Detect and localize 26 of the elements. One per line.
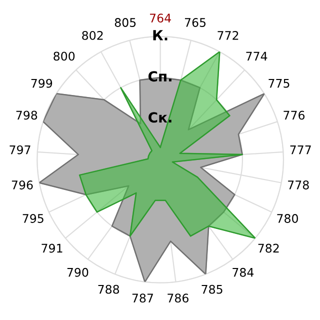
spoke-label: 785: [202, 284, 222, 294]
spoke-label: 790: [67, 268, 88, 277]
spoke-label: 784: [232, 268, 254, 277]
spoke-label: 798: [16, 110, 38, 120]
y-tick-label: К.: [153, 30, 168, 40]
spoke-label: 775: [268, 79, 290, 88]
spoke-label: 787: [132, 294, 153, 303]
spoke-label: 786: [168, 294, 188, 303]
spoke-label: 788: [98, 284, 120, 294]
spoke-label: 795: [22, 214, 44, 223]
spoke-label: 780: [277, 214, 298, 223]
spoke-label: 777: [290, 146, 311, 154]
spoke-label: 772: [218, 31, 238, 40]
spoke-label: 764: [150, 14, 171, 23]
spoke-label: 802: [82, 31, 103, 40]
spoke-label: 782: [258, 244, 279, 253]
spoke-label: 797: [10, 145, 30, 154]
spoke-label: 796: [12, 180, 33, 190]
spoke-label: 791: [42, 244, 62, 253]
spoke-label: 778: [288, 180, 309, 190]
spoke-label: 765: [184, 18, 206, 27]
spoke-label: 774: [246, 52, 268, 60]
spoke-label: 776: [284, 110, 305, 120]
spoke-label: 805: [114, 18, 136, 27]
spoke-label: 799: [31, 78, 52, 88]
spoke-label: 800: [54, 52, 75, 61]
